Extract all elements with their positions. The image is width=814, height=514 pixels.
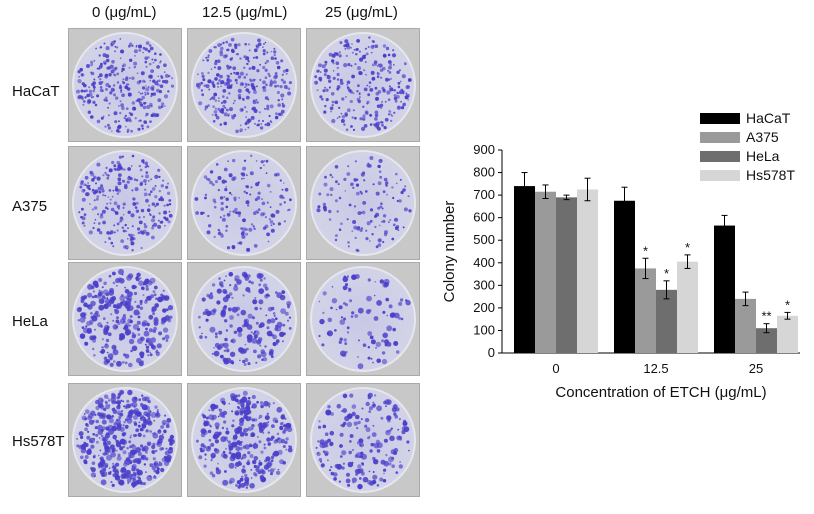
y-tick-label: 0 bbox=[488, 345, 495, 360]
x-tick-label: 0 bbox=[552, 361, 559, 376]
plate-a375-col1 bbox=[187, 146, 301, 260]
bar-hacat-12.5 bbox=[614, 200, 635, 353]
y-tick-label: 800 bbox=[473, 165, 495, 180]
y-tick-label: 700 bbox=[473, 187, 495, 202]
column-label-25: 25 (μg/mL) bbox=[325, 4, 398, 21]
column-label-0: 0 (μg/mL) bbox=[92, 4, 157, 21]
bar-hs578t-0 bbox=[577, 189, 598, 353]
dish-rim bbox=[191, 32, 297, 138]
plate-hacat-col2 bbox=[306, 28, 420, 142]
dish-rim bbox=[72, 266, 178, 372]
plate-a375-col2 bbox=[306, 146, 420, 260]
y-axis-title: Colony number bbox=[441, 201, 458, 303]
legend-label-hela: HeLa bbox=[746, 148, 780, 164]
dish-rim bbox=[191, 266, 297, 372]
plate-hacat-col0 bbox=[68, 28, 182, 142]
significance-mark: * bbox=[664, 266, 669, 281]
row-label-hacat: HaCaT bbox=[12, 83, 60, 100]
legend-swatch-hacat bbox=[700, 113, 740, 124]
bar-hela-0 bbox=[556, 197, 577, 353]
plate-hs578t-col0 bbox=[68, 383, 182, 497]
plate-hs578t-col2 bbox=[306, 383, 420, 497]
colony-bar-chart: 01002003004005006007008009000***12.5***2… bbox=[441, 110, 800, 401]
y-tick-label: 200 bbox=[473, 300, 495, 315]
legend-swatch-hs578t bbox=[700, 170, 740, 181]
significance-mark: * bbox=[685, 240, 690, 255]
dish-rim bbox=[191, 387, 297, 493]
bar-a375-25 bbox=[735, 298, 756, 353]
bar-hacat-25 bbox=[714, 225, 735, 353]
row-label-a375: A375 bbox=[12, 198, 48, 215]
bar-hela-25 bbox=[756, 328, 777, 353]
y-tick-label: 300 bbox=[473, 277, 495, 292]
dish-rim bbox=[310, 387, 416, 493]
plate-a375-col0 bbox=[68, 146, 182, 260]
significance-mark: ** bbox=[761, 309, 771, 324]
dish-rim bbox=[191, 150, 297, 256]
x-tick-label: 12.5 bbox=[643, 361, 668, 376]
legend-label-hacat: HaCaT bbox=[746, 110, 791, 126]
row-label-hs578t: Hs578T bbox=[12, 433, 65, 450]
legend-label-a375: A375 bbox=[746, 129, 779, 145]
row-label-hela: HeLa bbox=[12, 313, 48, 330]
bar-hs578t-25 bbox=[777, 315, 798, 353]
significance-mark: * bbox=[785, 297, 790, 312]
plate-hacat-col1 bbox=[187, 28, 301, 142]
significance-mark: * bbox=[643, 243, 648, 258]
legend-swatch-hela bbox=[700, 151, 740, 162]
bar-hela-12.5 bbox=[656, 289, 677, 353]
legend-swatch-a375 bbox=[700, 132, 740, 143]
plate-hela-col1 bbox=[187, 262, 301, 376]
dish-rim bbox=[72, 32, 178, 138]
bar-a375-12.5 bbox=[635, 268, 656, 353]
bar-a375-0 bbox=[535, 191, 556, 353]
y-tick-label: 600 bbox=[473, 210, 495, 225]
plate-hela-col0 bbox=[68, 262, 182, 376]
x-tick-label: 25 bbox=[749, 361, 763, 376]
dish-rim bbox=[72, 150, 178, 256]
y-tick-label: 100 bbox=[473, 322, 495, 337]
y-tick-label: 500 bbox=[473, 232, 495, 247]
y-tick-label: 400 bbox=[473, 255, 495, 270]
plate-hs578t-col1 bbox=[187, 383, 301, 497]
plate-hela-col2 bbox=[306, 262, 420, 376]
bar-hs578t-12.5 bbox=[677, 261, 698, 353]
dish-rim bbox=[310, 266, 416, 372]
y-tick-label: 900 bbox=[473, 142, 495, 157]
dish-rim bbox=[72, 387, 178, 493]
bar-hacat-0 bbox=[514, 186, 535, 353]
x-axis-title: Concentration of ETCH (μg/mL) bbox=[555, 384, 766, 401]
legend-label-hs578t: Hs578T bbox=[746, 167, 795, 183]
dish-rim bbox=[310, 32, 416, 138]
column-label-12-5: 12.5 (μg/mL) bbox=[202, 4, 288, 21]
dish-rim bbox=[310, 150, 416, 256]
